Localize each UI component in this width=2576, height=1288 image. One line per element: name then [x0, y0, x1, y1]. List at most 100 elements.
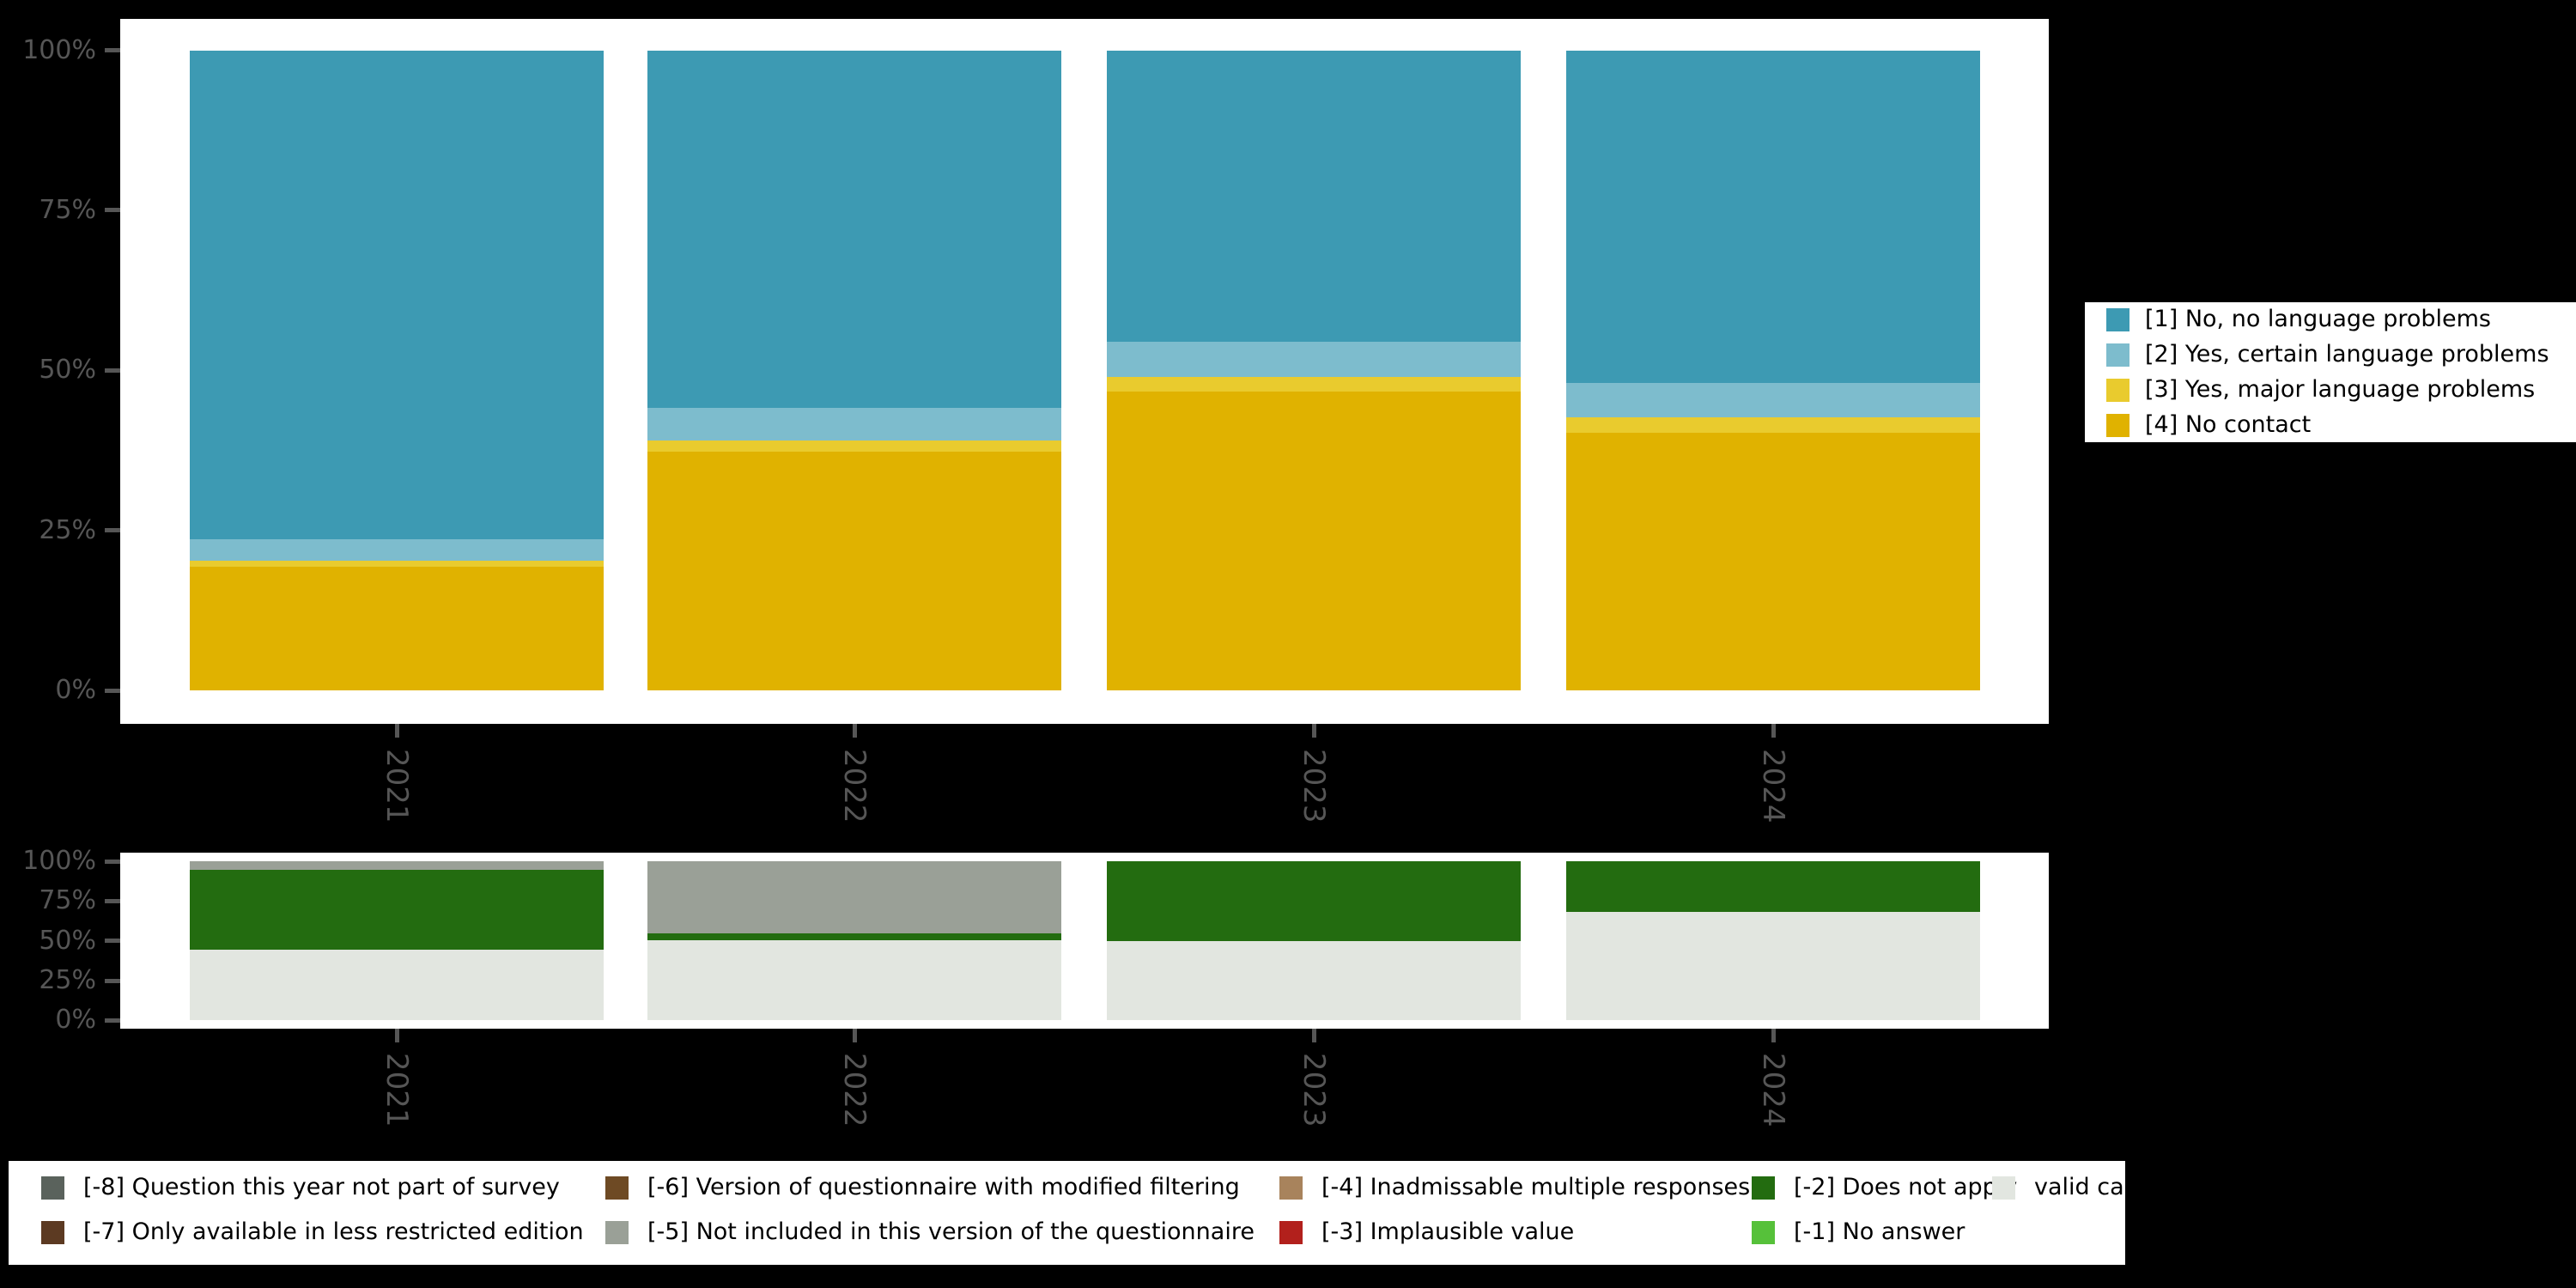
bar-segment	[647, 50, 1061, 409]
bar-segment	[1566, 911, 1980, 1021]
bar-segment	[1566, 383, 1980, 418]
y-tick-label: 0%	[55, 675, 96, 705]
bar-2024	[1566, 861, 1980, 1021]
y-tick-label: 0%	[55, 1005, 96, 1036]
legend-item: [4] No contact	[2106, 412, 2576, 438]
bar-segment	[190, 50, 604, 540]
legend-color-swatch	[41, 1220, 64, 1244]
x-tick-label-2024: 2024	[1756, 749, 1790, 823]
bar-segment	[1566, 417, 1980, 433]
bar-segment	[1566, 861, 1980, 912]
legend-label: [-7] Only available in less restricted e…	[83, 1218, 584, 1245]
x-tick-mark	[1311, 1029, 1316, 1042]
y-tick-label: 75%	[39, 885, 96, 916]
y-tick-mark	[105, 48, 120, 52]
y-tick-label: 50%	[39, 925, 96, 956]
bar-2022	[647, 861, 1061, 1021]
legend-color-swatch	[2106, 307, 2129, 331]
bar-segment	[1107, 941, 1521, 1021]
legend-color-swatch	[1752, 1176, 1775, 1200]
legend-item: [-6] Version of questionnaire with modif…	[605, 1175, 1240, 1200]
y-tick-label: 25%	[39, 965, 96, 995]
legend-label: [-5] Not included in this version of the…	[647, 1218, 1255, 1245]
x-tick-mark	[1311, 724, 1316, 738]
bar-2024	[1566, 50, 1980, 691]
bar-2023	[1107, 861, 1521, 1021]
y-tick-mark	[105, 859, 120, 864]
bar-segment	[647, 451, 1061, 690]
x-tick-mark	[852, 1029, 857, 1042]
bar-segment	[647, 408, 1061, 441]
y-tick-mark	[105, 688, 120, 693]
legend-label: [3] Yes, major language problems	[2145, 376, 2536, 403]
bar-segment	[190, 870, 604, 950]
legend-label: [-4] Inadmissable multiple responses	[1321, 1174, 1751, 1200]
legend-item: [-7] Only available in less restricted e…	[41, 1219, 584, 1245]
x-tick-mark	[1771, 724, 1776, 738]
x-tick-label-2024: 2024	[1756, 1053, 1790, 1127]
legend-item: [2] Yes, certain language problems	[2106, 342, 2576, 368]
y-tick-mark	[105, 1018, 120, 1023]
legend-color-swatch	[41, 1176, 64, 1200]
legend-item: [-1] No answer	[1752, 1219, 1965, 1245]
bar-segment	[1107, 377, 1521, 392]
missing-values-legend: [-8] Question this year not part of surv…	[9, 1161, 2162, 1265]
legend-label: [-2] Does not apply	[1794, 1174, 2018, 1200]
bar-segment	[190, 560, 604, 568]
y-tick-mark	[105, 528, 120, 533]
x-tick-mark	[394, 724, 399, 738]
y-tick-mark	[105, 939, 120, 944]
bar-2023	[1107, 50, 1521, 691]
bar-2021	[190, 861, 604, 1021]
y-tick-mark	[105, 368, 120, 373]
legend-label: [4] No contact	[2145, 411, 2312, 438]
legend-item: [1] No, no language problems	[2106, 307, 2576, 332]
bar-2021	[190, 50, 604, 690]
bar-segment	[190, 949, 604, 1021]
legend-label: valid cases	[2034, 1174, 2163, 1200]
bar-segment	[1107, 50, 1521, 343]
y-tick-mark	[105, 208, 120, 213]
legend-color-swatch	[605, 1220, 629, 1244]
x-tick-label-2022: 2022	[837, 749, 872, 823]
legend-color-swatch	[2106, 378, 2129, 402]
legend-color-swatch	[2106, 343, 2129, 367]
bar-segment	[1566, 50, 1980, 384]
legend-label: [-8] Question this year not part of surv…	[83, 1174, 560, 1200]
x-tick-mark	[1771, 1029, 1776, 1042]
legend-label: [1] No, no language problems	[2145, 306, 2491, 332]
x-tick-label-2021: 2021	[380, 749, 414, 823]
bar-segment	[1566, 432, 1980, 690]
legend-item: [3] Yes, major language problems	[2106, 377, 2576, 403]
bar-segment	[1107, 391, 1521, 690]
language-problems-chart-panel	[120, 19, 2049, 724]
y-tick-mark	[105, 978, 120, 983]
bar-segment	[1107, 342, 1521, 378]
legend-label: [-1] No answer	[1794, 1218, 1965, 1245]
bar-segment	[1107, 861, 1521, 942]
x-tick-label-2022: 2022	[837, 1053, 872, 1127]
y-tick-label: 100%	[22, 34, 96, 65]
language-problems-legend: [1] No, no language problems [2] Yes, cer…	[2085, 302, 2576, 442]
bar-segment	[647, 939, 1061, 1021]
legend-label: [-6] Version of questionnaire with modif…	[647, 1174, 1240, 1200]
bar-segment	[647, 933, 1061, 940]
legend-item: [-5] Not included in this version of the…	[605, 1219, 1255, 1245]
legend-label: [2] Yes, certain language problems	[2145, 341, 2549, 368]
legend-item: valid cases	[1992, 1175, 2162, 1200]
legend-color-swatch	[1752, 1220, 1775, 1244]
y-tick-label: 50%	[39, 355, 96, 386]
bar-segment	[190, 539, 604, 561]
x-tick-label-2021: 2021	[380, 1053, 414, 1127]
y-tick-label: 25%	[39, 514, 96, 545]
bar-segment	[647, 861, 1061, 933]
legend-item: [-8] Question this year not part of surv…	[41, 1175, 560, 1200]
legend-item: [-4] Inadmissable multiple responses	[1279, 1175, 1750, 1200]
x-tick-mark	[394, 1029, 399, 1042]
bar-2022	[647, 50, 1061, 691]
bar-segment	[647, 440, 1061, 452]
legend-item: [-2] Does not apply	[1752, 1175, 2017, 1200]
legend-color-swatch	[1279, 1176, 1303, 1200]
bar-segment	[190, 861, 604, 871]
legend-label: [-3] Implausible value	[1321, 1218, 1575, 1245]
